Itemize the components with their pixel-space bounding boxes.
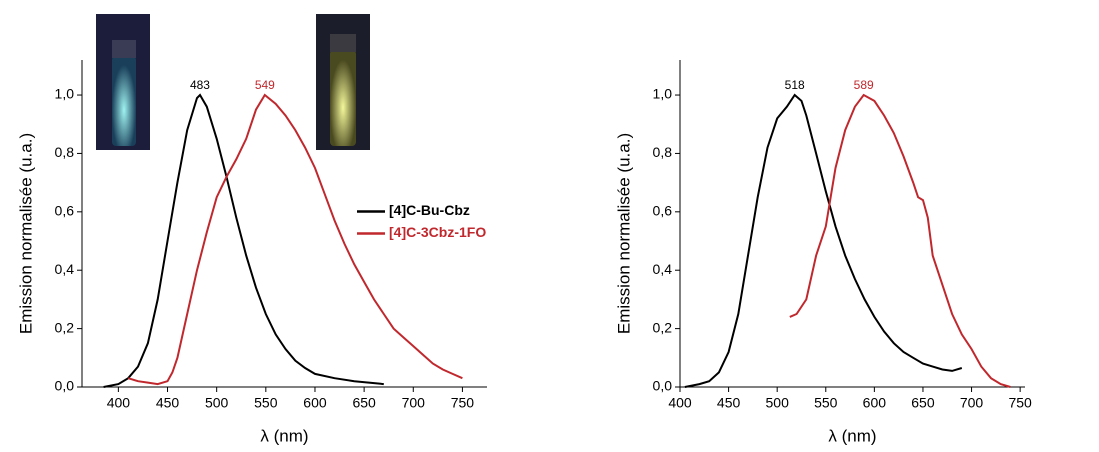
x-tick-label: 750 (451, 395, 475, 411)
y-tick-label: 0,6 (653, 203, 673, 219)
x-tick-label: 500 (205, 395, 229, 411)
x-tick-label: 750 (1008, 395, 1032, 411)
x-tick-label: 650 (352, 395, 376, 411)
series-line (127, 93, 463, 386)
legend-label: [4]C-Bu-Cbz (389, 202, 470, 218)
peak-label: 483 (190, 78, 210, 92)
x-axis-title: λ (nm) (828, 426, 876, 445)
y-tick-label: 0,0 (55, 378, 75, 394)
peak-label: 549 (255, 78, 275, 92)
x-tick-label: 450 (156, 395, 180, 411)
peak-label: 589 (854, 78, 874, 92)
peak-label: 518 (785, 78, 805, 92)
x-tick-label: 650 (911, 395, 935, 411)
series-line (789, 93, 1011, 388)
x-tick-label: 550 (814, 395, 838, 411)
y-tick-label: 0,8 (55, 144, 75, 160)
y-tick-label: 0,4 (55, 261, 75, 277)
y-tick-label: 1,0 (653, 86, 673, 102)
series-line (684, 93, 963, 388)
y-tick-label: 0,6 (55, 203, 75, 219)
x-tick-label: 400 (668, 395, 692, 411)
vial-photo (96, 14, 150, 150)
x-tick-label: 550 (254, 395, 278, 411)
vial-photo (316, 14, 370, 150)
x-tick-label: 700 (960, 395, 984, 411)
x-axis-title: λ (nm) (260, 426, 308, 445)
y-tick-label: 0,4 (653, 261, 673, 277)
y-tick-label: 0,8 (653, 144, 673, 160)
y-tick-label: 0,2 (653, 319, 673, 335)
x-tick-label: 600 (863, 395, 887, 411)
y-tick-label: 0,0 (653, 378, 673, 394)
x-tick-label: 600 (303, 395, 327, 411)
x-tick-label: 400 (107, 395, 131, 411)
series-line (103, 93, 384, 388)
x-tick-label: 450 (717, 395, 741, 411)
y-axis-title: Emission normalisée (u.a.) (614, 133, 633, 334)
legend-label: [4]C-3Cbz-1FO (389, 224, 486, 240)
y-axis-title: Emission normalisée (u.a.) (16, 133, 35, 334)
x-tick-label: 700 (402, 395, 426, 411)
y-tick-label: 1,0 (55, 86, 75, 102)
x-tick-label: 500 (766, 395, 790, 411)
y-tick-label: 0,2 (55, 319, 75, 335)
